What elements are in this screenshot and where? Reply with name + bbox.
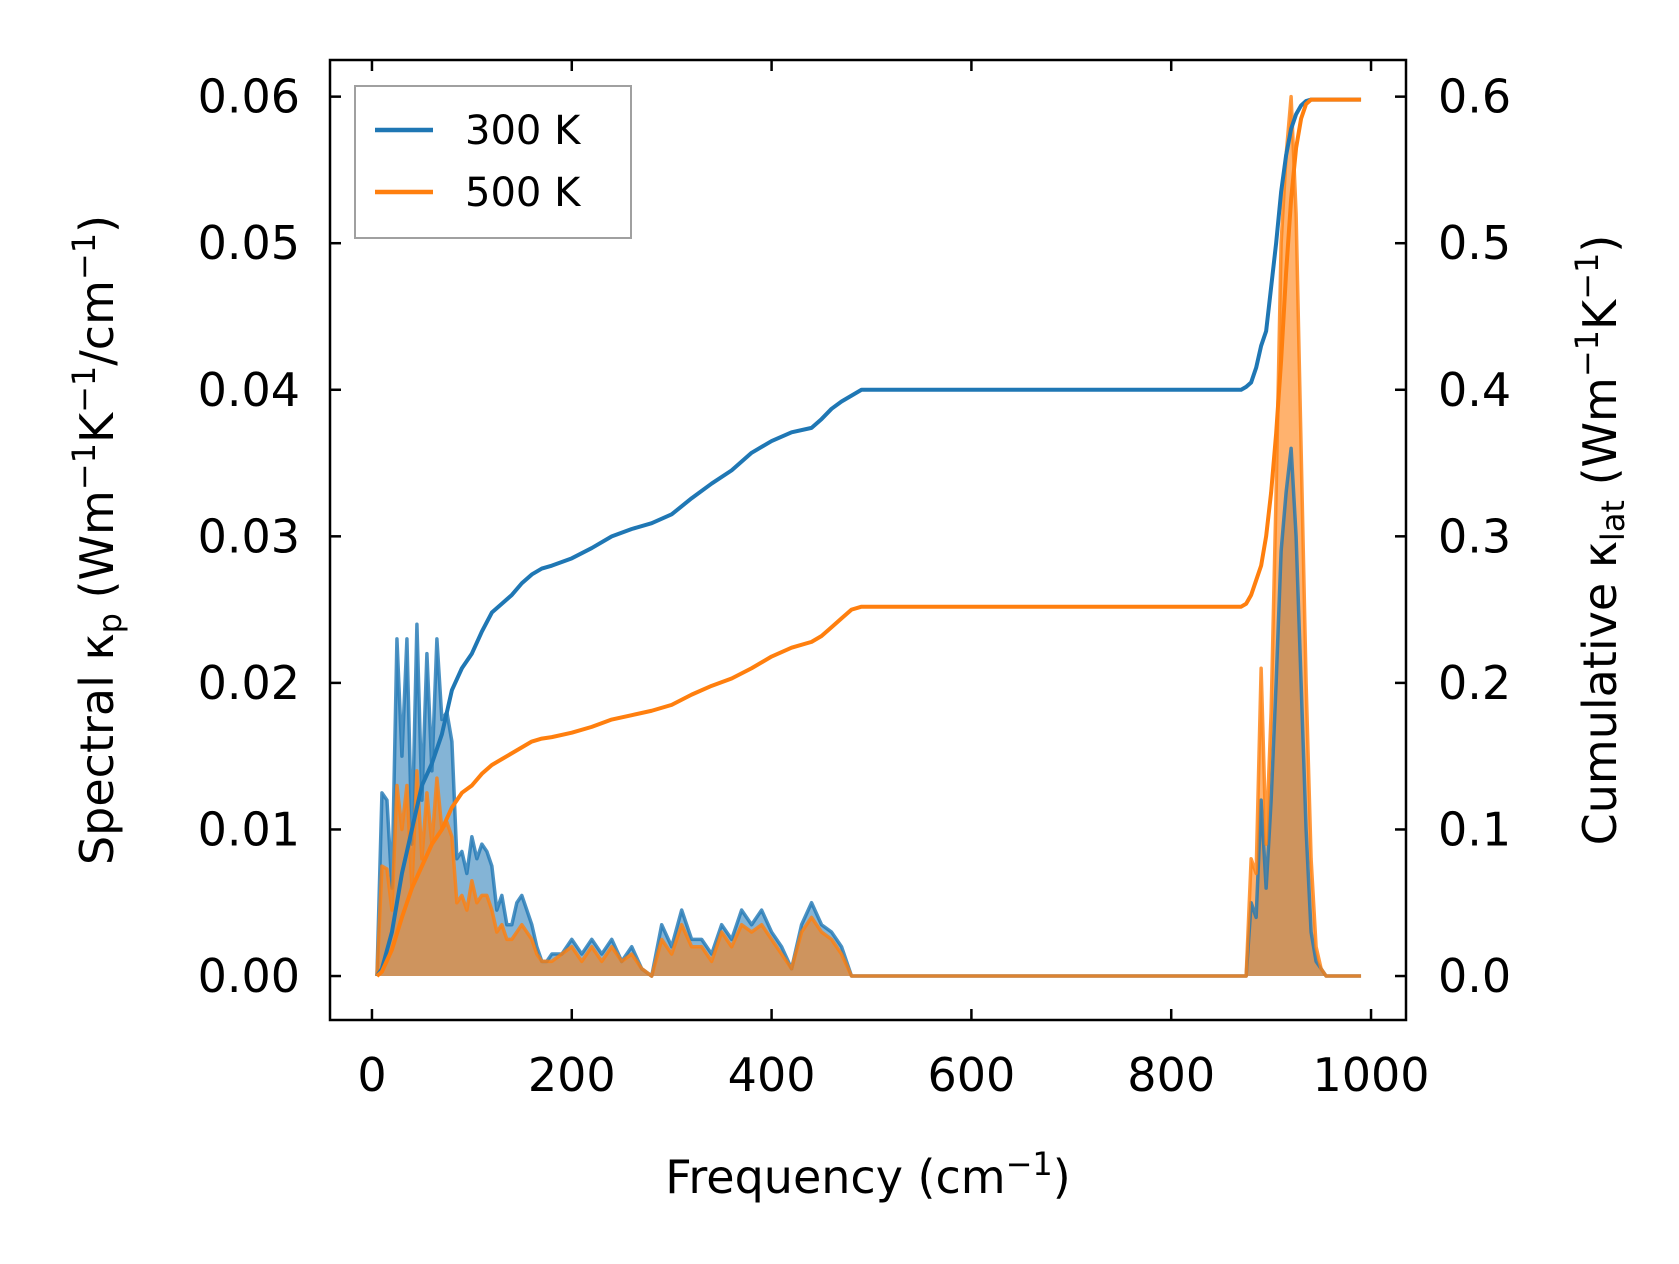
y-left-tick-label: 0.04 xyxy=(198,363,300,417)
y-right-tick-label: 0.5 xyxy=(1438,216,1511,270)
y-left-tick-label: 0.00 xyxy=(198,949,300,1003)
y-left-axis-title: Spectral κp (Wm−1K−1/cm−1) xyxy=(65,215,129,865)
x-tick-label: 400 xyxy=(728,1048,816,1102)
spectral-fill-500-k xyxy=(376,96,1362,977)
legend-label: 300 K xyxy=(465,108,582,154)
plot-frame xyxy=(328,58,1408,1022)
y-right-tick-label: 0.0 xyxy=(1438,949,1511,1003)
x-tick-label: 200 xyxy=(528,1048,616,1102)
y-right-tick-label: 0.4 xyxy=(1438,363,1511,417)
legend: 300 K 500 K xyxy=(354,85,632,239)
y-left-tick-label: 0.01 xyxy=(198,802,300,856)
spectral-fill-layer xyxy=(376,96,1362,977)
y-right-tick-label: 0.6 xyxy=(1438,70,1511,124)
x-tick-label: 600 xyxy=(927,1048,1015,1102)
spectral-line-500-k xyxy=(375,94,1362,978)
y-left-tick-label: 0.05 xyxy=(198,216,300,270)
y-left-tick-label: 0.02 xyxy=(198,656,300,710)
tick-layer xyxy=(330,60,1406,1020)
label-layer: 0 200 400 600 800 1000 0.00 0.01 0.02 0.03 0.04 0.0… xyxy=(65,70,1632,1204)
y-left-tick-label: 0.06 xyxy=(198,70,300,124)
x-axis-title: Frequency (cm−1) xyxy=(665,1145,1070,1204)
line-layer xyxy=(375,94,1362,978)
legend-label: 500 K xyxy=(465,170,582,216)
y-right-tick-label: 0.3 xyxy=(1438,509,1511,563)
cumulative-line-500-k xyxy=(375,97,1362,978)
x-tick-label: 800 xyxy=(1127,1048,1215,1102)
x-tick-label: 1000 xyxy=(1312,1048,1429,1102)
cumulative-line-300-k xyxy=(375,97,1362,978)
x-tick-label: 0 xyxy=(357,1048,386,1102)
y-right-tick-label: 0.2 xyxy=(1438,656,1511,710)
y-left-tick-label: 0.03 xyxy=(198,509,300,563)
y-right-axis-title: Cumulative κlat (Wm−1K−1) xyxy=(1568,235,1632,846)
y-right-tick-label: 0.1 xyxy=(1438,802,1511,856)
legend-box xyxy=(354,85,632,239)
